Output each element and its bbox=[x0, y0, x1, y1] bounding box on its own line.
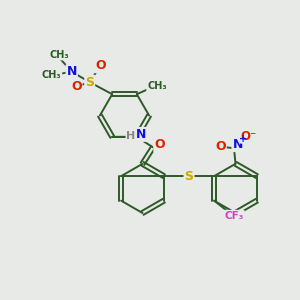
Text: CF₃: CF₃ bbox=[224, 211, 244, 221]
Text: CH₃: CH₃ bbox=[50, 50, 70, 60]
Text: S: S bbox=[184, 169, 194, 183]
Text: CH₃: CH₃ bbox=[42, 70, 62, 80]
Text: N: N bbox=[67, 65, 77, 78]
Text: O: O bbox=[154, 138, 165, 152]
Text: N: N bbox=[232, 138, 243, 151]
Text: O: O bbox=[95, 59, 106, 72]
Text: H: H bbox=[127, 131, 136, 141]
Text: O: O bbox=[71, 80, 82, 93]
Text: O⁻: O⁻ bbox=[241, 130, 257, 143]
Text: CH₃: CH₃ bbox=[147, 81, 167, 91]
Text: S: S bbox=[85, 76, 94, 89]
Text: O: O bbox=[215, 140, 226, 153]
Text: N: N bbox=[136, 128, 146, 141]
Text: +: + bbox=[239, 134, 247, 144]
